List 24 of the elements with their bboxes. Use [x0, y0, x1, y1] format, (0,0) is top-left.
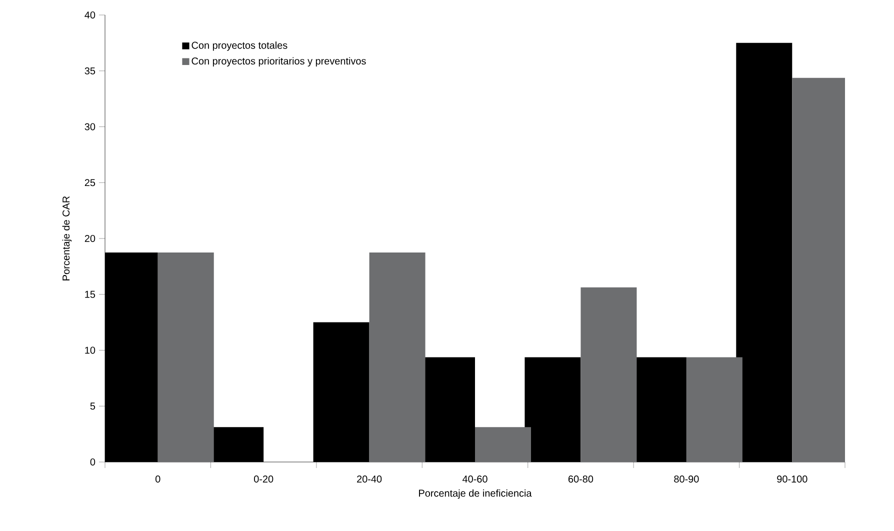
- legend-label: Con proyectos prioritarios y preventivos: [192, 57, 366, 67]
- y-tick-label: 20: [84, 234, 96, 242]
- y-tick-label: 35: [84, 67, 96, 74]
- y-tick-label: 10: [85, 346, 96, 354]
- bar: [580, 287, 637, 462]
- y-tick-label: 25: [84, 179, 96, 186]
- x-tick-label: 60-80: [568, 476, 594, 483]
- y-tick-label: 40: [84, 11, 96, 19]
- bar: [475, 427, 532, 462]
- x-tick-label: 20-40: [357, 476, 382, 483]
- x-tick-label: 0: [155, 476, 160, 483]
- x-tick-label: 80-90: [674, 476, 699, 483]
- y-tick-label: 0: [90, 458, 96, 466]
- x-tick-label: 40-60: [462, 476, 488, 483]
- bar: [686, 357, 742, 462]
- x-axis-title: Porcentaje de ineficiencia: [419, 489, 532, 499]
- legend-label: Con proyectos totales: [192, 42, 288, 51]
- y-tick-label: 5: [90, 402, 96, 410]
- x-tick-label: 0-20: [254, 476, 274, 483]
- y-tick-label: 30: [84, 123, 96, 130]
- bar: [369, 252, 426, 462]
- x-tick-label: 90-100: [777, 476, 808, 483]
- y-tick-label: 15: [85, 290, 96, 298]
- y-axis-title: Porcentaje de CAR: [62, 196, 72, 280]
